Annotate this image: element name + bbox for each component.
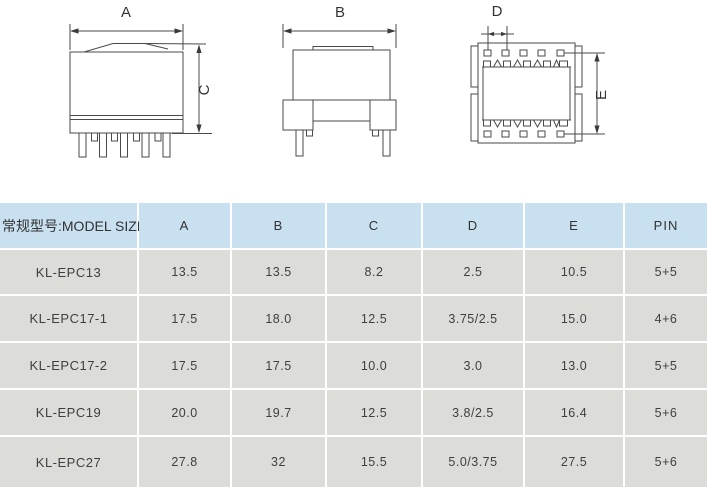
value-cell-d: 3.0	[423, 343, 523, 388]
dim-label-a: A	[121, 4, 131, 21]
value-cell-a: 17.5	[139, 296, 230, 341]
arrowhead	[501, 31, 507, 37]
front-view-drawing: A C	[69, 4, 213, 158]
model-cell: KL-EPC17-1	[0, 296, 137, 341]
arrowhead	[488, 31, 494, 37]
value-cell-c: 12.5	[327, 296, 421, 341]
col-header-d: D	[423, 203, 523, 248]
col-header-a: A	[139, 203, 230, 248]
model-cell: KL-EPC17-2	[0, 343, 137, 388]
value-cell-e: 15.0	[525, 296, 623, 341]
value-cell-b: 18.0	[232, 296, 325, 341]
value-cell-d: 5.0/3.75	[423, 437, 523, 487]
value-cell-e: 10.5	[525, 250, 623, 294]
value-cell-pin: 5+5	[625, 343, 707, 388]
value-cell-pin: 5+5	[625, 250, 707, 294]
dim-label-c: C	[196, 84, 213, 95]
dim-label-d: D	[492, 3, 503, 20]
value-cell-c: 10.0	[327, 343, 421, 388]
col-header-c: C	[327, 203, 421, 248]
value-cell-pin: 4+6	[625, 296, 707, 341]
col-header-e: E	[525, 203, 623, 248]
value-cell-b: 32	[232, 437, 325, 487]
value-cell-pin: 5+6	[625, 390, 707, 435]
value-cell-a: 17.5	[139, 343, 230, 388]
value-cell-pin: 5+6	[625, 437, 707, 487]
model-cell: KL-EPC19	[0, 390, 137, 435]
arrowhead	[196, 124, 202, 133]
value-cell-a: 20.0	[139, 390, 230, 435]
dim-label-b: B	[335, 4, 345, 21]
col-header-b: B	[232, 203, 325, 248]
arrowhead	[594, 125, 600, 134]
value-cell-e: 16.4	[525, 390, 623, 435]
arrowhead	[196, 44, 202, 53]
model-cell: KL-EPC27	[0, 437, 137, 487]
value-cell-e: 27.5	[525, 437, 623, 487]
value-cell-b: 17.5	[232, 343, 325, 388]
dim-label-e: E	[593, 90, 610, 100]
value-cell-d: 2.5	[423, 250, 523, 294]
value-cell-a: 27.8	[139, 437, 230, 487]
value-cell-a: 13.5	[139, 250, 230, 294]
value-cell-b: 13.5	[232, 250, 325, 294]
technical-drawings: A C	[69, 3, 610, 158]
arrowhead	[70, 28, 79, 34]
side-view-drawing: B	[282, 4, 397, 157]
value-cell-d: 3.8/2.5	[423, 390, 523, 435]
arrowhead	[387, 28, 396, 34]
value-cell-c: 12.5	[327, 390, 421, 435]
top-view-drawing: D	[470, 3, 610, 144]
value-cell-d: 3.75/2.5	[423, 296, 523, 341]
value-cell-b: 19.7	[232, 390, 325, 435]
value-cell-c: 8.2	[327, 250, 421, 294]
arrowhead	[594, 53, 600, 62]
model-cell: KL-EPC13	[0, 250, 137, 294]
table-title: 常规型号:MODEL SIZE	[0, 203, 146, 248]
model-size-table: 常规型号:MODEL SIZE A B C D E PIN KL-EPC13 1…	[0, 203, 707, 487]
value-cell-e: 13.0	[525, 343, 623, 388]
arrowhead	[283, 28, 292, 34]
value-cell-c: 15.5	[327, 437, 421, 487]
col-header-pin: PIN	[625, 203, 707, 248]
arrowhead	[174, 28, 183, 34]
